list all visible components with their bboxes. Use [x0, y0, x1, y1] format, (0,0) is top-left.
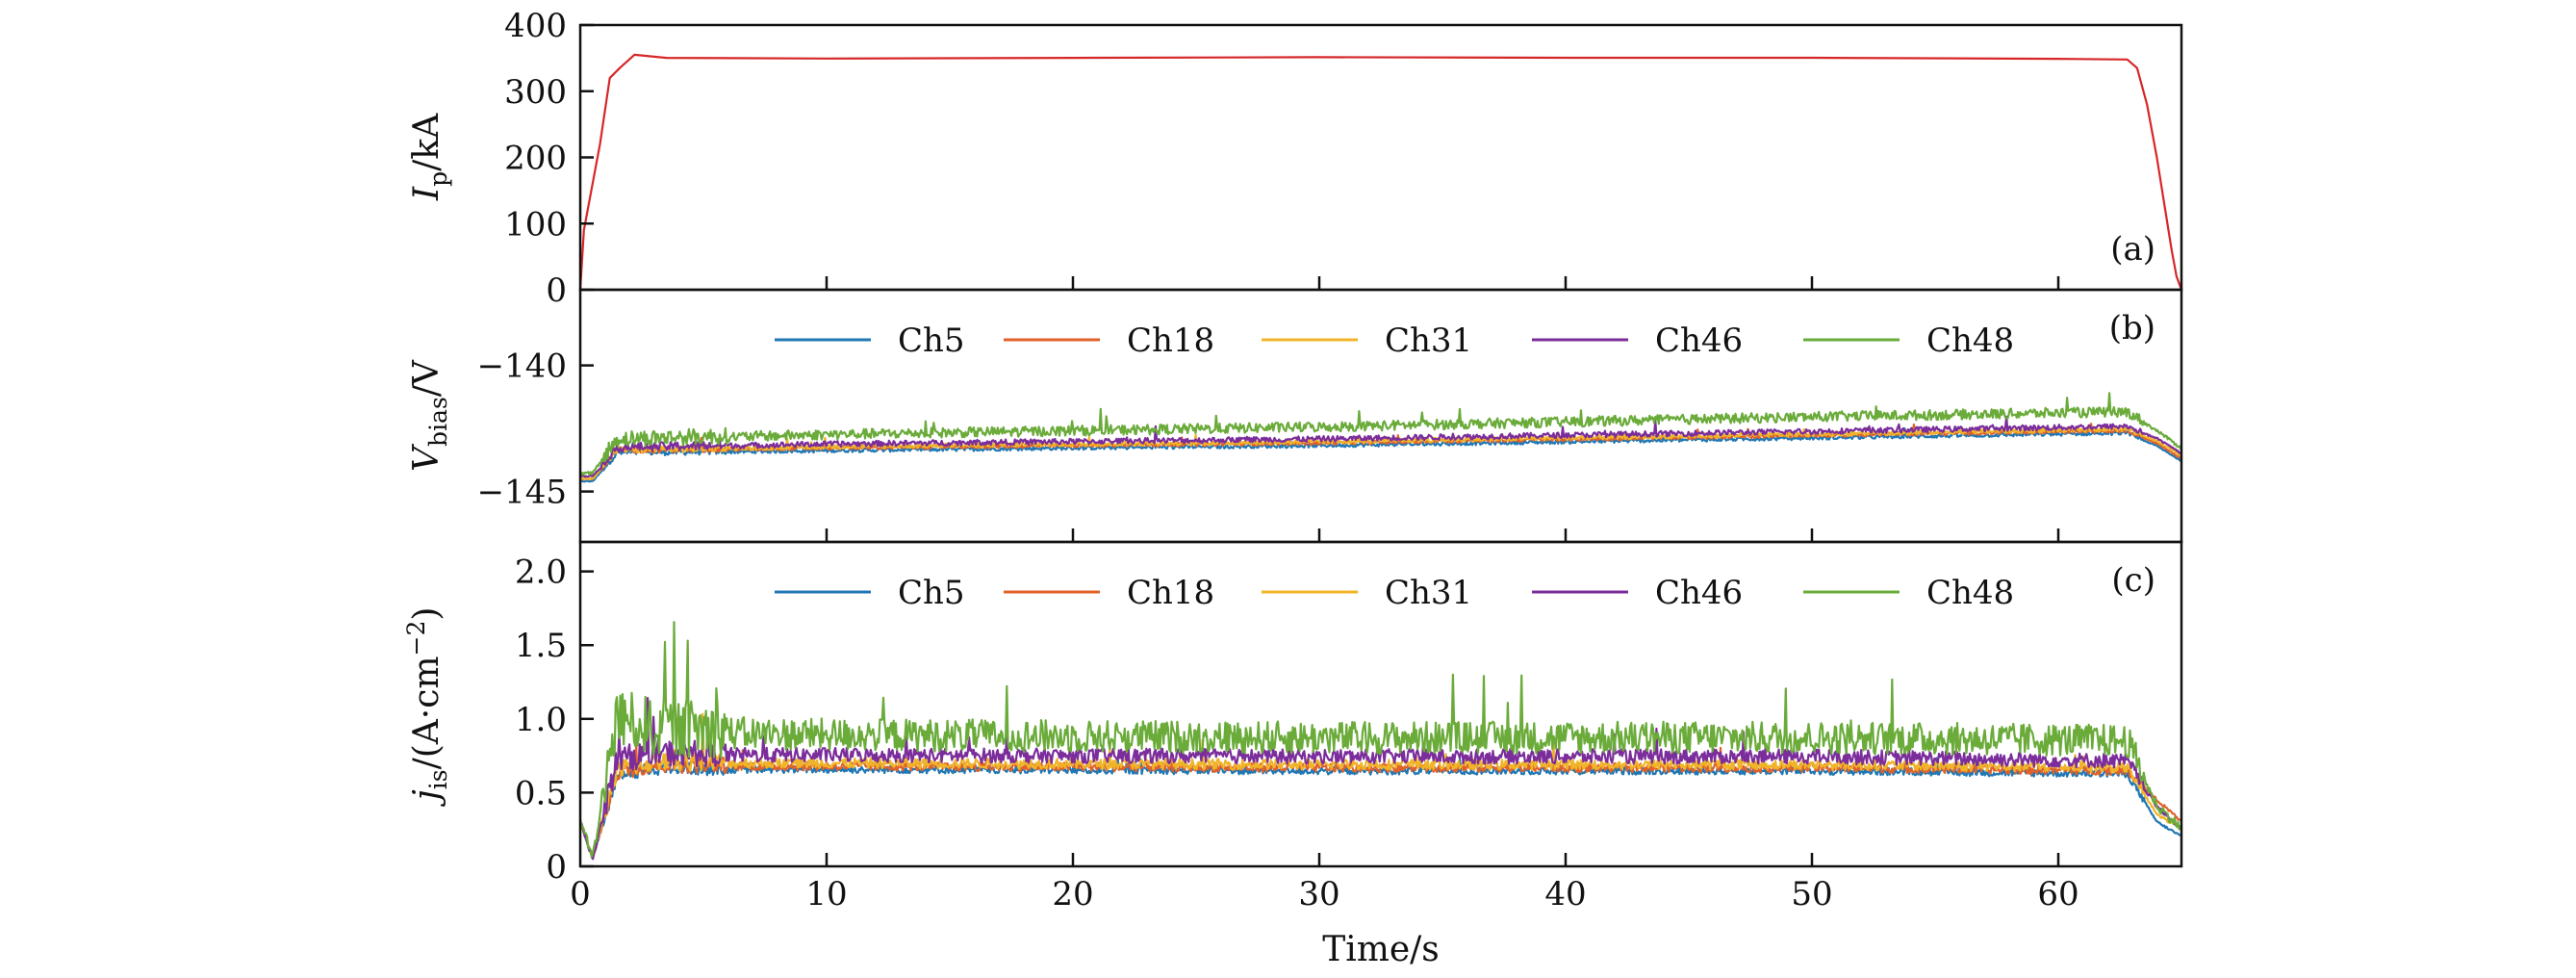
panel-c-frame: [578, 540, 2183, 868]
series-ip-a: [580, 53, 2181, 290]
panel-b-xticks: [825, 528, 2060, 542]
ytick-label-c: 2.0: [515, 553, 567, 592]
legend-label-ch46: Ch46: [1655, 322, 1743, 360]
legend-label-ch5: Ch5: [898, 322, 965, 360]
panel-b-ylabel-main: V: [407, 443, 446, 472]
series-ch48-b: [580, 392, 2181, 476]
panel-c-series: [580, 621, 2181, 861]
panel-c-legend: Ch5 Ch18 Ch31 Ch46 Ch48: [775, 574, 2014, 612]
series-ch31-c: [580, 712, 2181, 860]
panel-c-ylabel-sub: is: [424, 769, 452, 789]
xtick-label: 50: [1791, 875, 1832, 914]
legend-label-ch31: Ch31: [1385, 322, 1472, 360]
ytick-label-a: 100: [504, 205, 567, 244]
panel-a-series: [580, 53, 2181, 290]
legend-label-ch31: Ch31: [1385, 574, 1472, 612]
panel-b-yticks: −145 −140: [477, 347, 594, 512]
panel-c-ylabel-close: ): [407, 607, 446, 621]
ytick-label-a: 300: [504, 73, 567, 112]
panel-c-xticks: 0 10 20 30 40 50 60: [570, 853, 2079, 914]
panel-c-ylabel-unit: /(A·cm: [407, 656, 446, 769]
panel-b-ylabel: Vbias/V: [407, 359, 452, 472]
series-ch46-b: [580, 415, 2181, 478]
legend-label-ch18: Ch18: [1127, 322, 1214, 360]
panel-a-frame: [578, 23, 2183, 292]
legend-label-ch18: Ch18: [1127, 574, 1214, 612]
xtick-label: 40: [1544, 875, 1586, 914]
panel-c-ylabel: jis/(A·cm−2): [402, 607, 452, 808]
ytick-label-c: 0.5: [515, 774, 567, 812]
panel-a-ylabel: Ip/kA: [407, 113, 452, 201]
panel-a-xticks: [825, 276, 2060, 290]
ytick-label-c: 1.5: [515, 627, 567, 665]
legend-label-ch48: Ch48: [1926, 574, 2014, 612]
panel-a-tag: (a): [2110, 230, 2155, 269]
panel-c-ylabel-sup: −2: [402, 621, 430, 656]
ytick-label-a: 0: [546, 271, 567, 310]
panel-b-ylabel-unit: /V: [407, 359, 446, 397]
panel-a-ylabel-main: I: [407, 186, 446, 201]
series-ch5-c: [580, 756, 2181, 860]
ytick-label-c: 0: [546, 848, 567, 887]
panel-b-ylabel-sub: bias: [424, 397, 452, 447]
panel-a: 0 100 200 300 400 (a) Ip/kA: [407, 7, 2183, 310]
panel-a-ylabel-unit: /kA: [407, 113, 446, 171]
ytick-label-b: −140: [477, 347, 567, 386]
x-axis-title: Time/s: [1322, 930, 1440, 969]
xtick-label: 30: [1298, 875, 1339, 914]
panel-b-tag: (b): [2109, 309, 2155, 347]
xtick-label: 20: [1052, 875, 1093, 914]
panel-a-yticks: 0 100 200 300 400: [504, 7, 594, 310]
series-ch48-c: [580, 621, 2181, 859]
ytick-label-c: 1.0: [515, 701, 567, 739]
xtick-label: 0: [570, 875, 591, 914]
panel-c: 00.51.01.52.0 0 10 20 30 40 50 60 Ch5 Ch18 Ch31 C…: [402, 540, 2183, 969]
xtick-label: 60: [2037, 875, 2079, 914]
legend-label-ch46: Ch46: [1655, 574, 1743, 612]
panel-c-tag: (c): [2111, 561, 2155, 600]
panel-b-series: [580, 392, 2181, 483]
panel-b: −145 −140 Ch5 Ch18 Ch31 Ch46 Ch48 (b) Vbias/V: [407, 288, 2183, 544]
panel-c-ylabel-main: j: [407, 789, 446, 807]
panel-b-legend: Ch5 Ch18 Ch31 Ch46 Ch48: [775, 322, 2014, 360]
ytick-label-a: 400: [504, 7, 567, 45]
legend-label-ch5: Ch5: [898, 574, 965, 612]
panel-c-yticks: 0 0.5 1.0 1.5 2.0: [515, 553, 594, 887]
legend-label-ch48: Ch48: [1926, 322, 2014, 360]
ytick-label-a: 200: [504, 140, 567, 178]
xtick-label: 10: [805, 875, 847, 914]
panel-a-ylabel-sub: p: [424, 171, 452, 187]
ytick-label-b: −145: [477, 474, 567, 512]
